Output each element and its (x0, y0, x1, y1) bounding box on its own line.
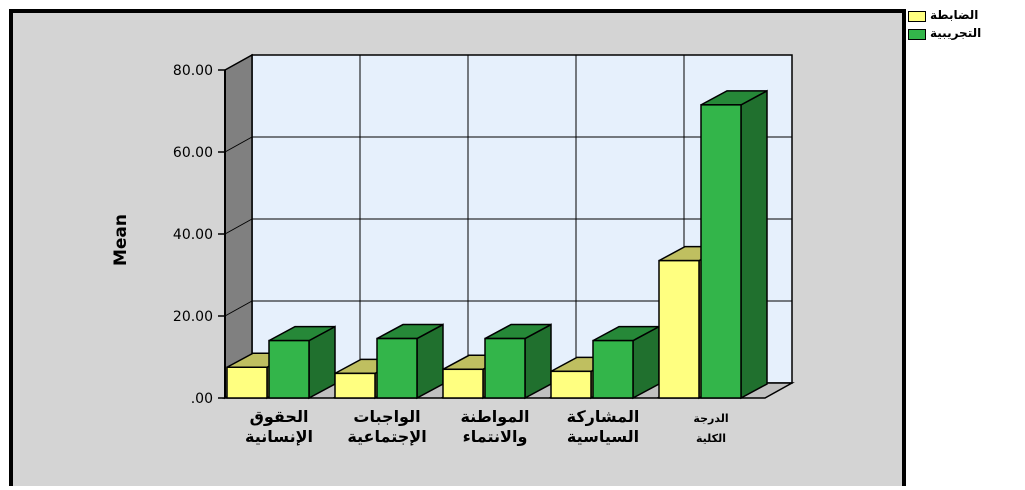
legend-swatch-control (908, 11, 926, 22)
x-tick-label: الكلية (696, 432, 726, 445)
bar (658, 259, 700, 399)
y-tick-label: 80.00 (173, 63, 213, 79)
x-tick-label: والانتماء (463, 427, 528, 446)
gridline-side (224, 218, 253, 235)
x-tick-label: المشاركة (567, 407, 640, 426)
bar (376, 337, 418, 399)
gridline-side (224, 300, 253, 317)
legend-item-experimental: التجريبية (908, 26, 1023, 44)
x-tick-label: المواطنة (460, 407, 529, 426)
x-tick-label: الدرجة (693, 412, 728, 425)
y-tick-label: 60.00 (173, 145, 213, 161)
bar-side (740, 89, 768, 400)
y-tick-label: 40.00 (173, 227, 213, 243)
y-axis-label: Mean (111, 214, 131, 266)
legend-label-experimental: التجريبية (930, 26, 982, 40)
bar (268, 339, 310, 399)
x-tick-label: الإنسانية (245, 427, 313, 446)
bar (550, 370, 592, 399)
bar (226, 366, 268, 399)
x-tick-label: الإجتماعية (347, 427, 426, 446)
y-tick-label: 20.00 (173, 309, 213, 325)
legend: الضابطة التجريبية (908, 8, 1023, 44)
bar (592, 339, 634, 399)
x-tick-label: الواجبات (353, 407, 420, 426)
x-tick-label: الحقوق (250, 407, 309, 426)
y-tick-label: .00 (191, 391, 213, 407)
legend-item-control: الضابطة (908, 8, 1023, 26)
legend-label-control: الضابطة (930, 8, 979, 22)
x-tick-label: السياسية (567, 427, 639, 446)
gridline-side (224, 136, 253, 153)
bar (442, 368, 484, 399)
legend-swatch-experimental (908, 29, 926, 40)
bar (700, 104, 742, 399)
gridline-side (224, 54, 253, 71)
bar (334, 372, 376, 399)
bar (484, 337, 526, 399)
